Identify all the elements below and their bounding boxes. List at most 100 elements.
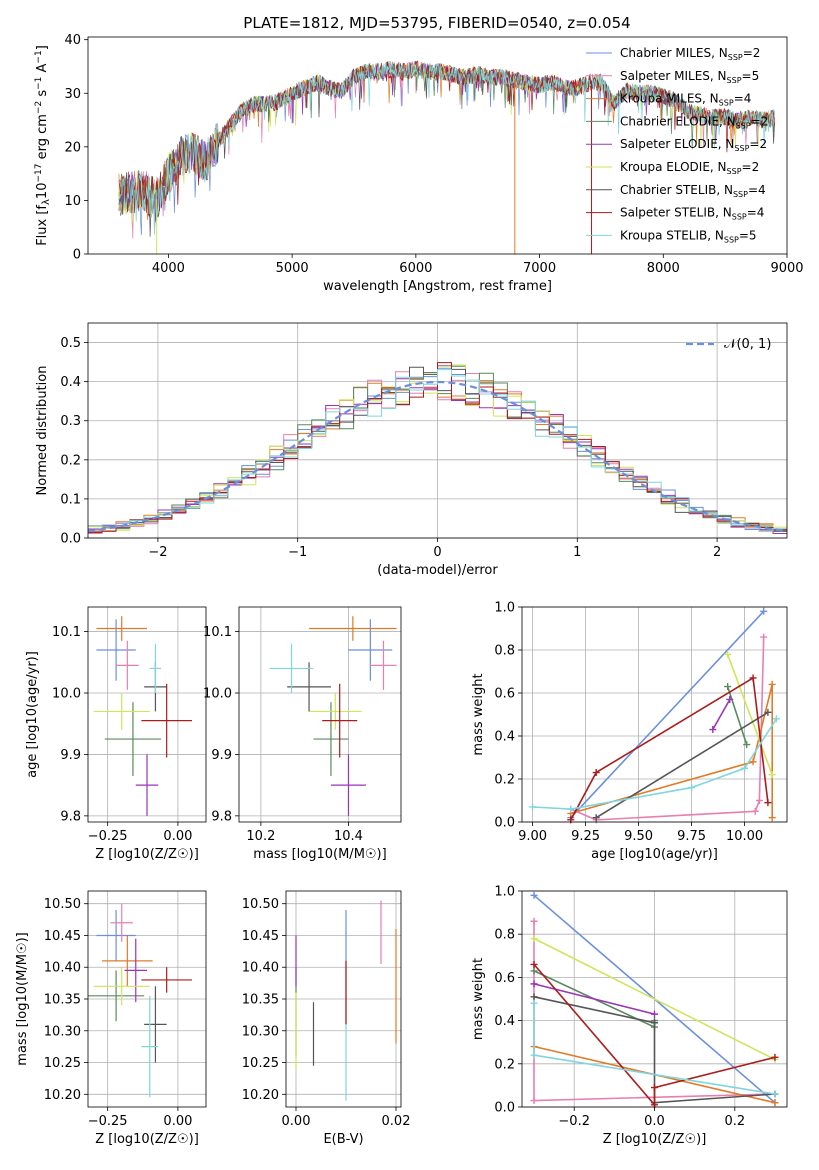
legend-nssp: =5 — [739, 228, 757, 242]
y-tick-label: 10.35 — [44, 993, 81, 1008]
y-tick-label: 0.4 — [494, 1014, 515, 1029]
weight-marker — [749, 674, 757, 682]
panel-6: 0.00 0.02 10.20 10.25 10.30 10.35 10.40 10.45 10… — [242, 890, 410, 1147]
axes-frame — [285, 890, 402, 1108]
y-tick-label: 10 — [64, 194, 81, 209]
y-tick-label: 0.4 — [60, 375, 81, 390]
y-tick-label: 1.0 — [494, 601, 515, 616]
panel-0: 4000 5000 6000 7000 8000 9000 0 10 20 30 40 wavelen… — [34, 14, 804, 294]
weight-marker — [530, 967, 538, 975]
weight-marker — [709, 726, 717, 734]
weight-line — [570, 610, 765, 819]
weight-line — [712, 699, 731, 730]
y-tick-label: 0.0 — [60, 532, 81, 547]
y-tick-label: 40 — [64, 33, 81, 48]
legend-entry: Kroupa STELIB, NSSP=5 — [620, 228, 757, 244]
legend-entry: Chabrier ELODIE, NSSP=2 — [620, 114, 768, 130]
weight-marker — [530, 891, 538, 899]
weight-marker — [749, 758, 757, 766]
legend-nssp: =4 — [748, 183, 766, 197]
y-tick-label: 9.8 — [60, 809, 81, 824]
y-tick-label: 10.35 — [242, 993, 279, 1008]
weight-marker — [751, 807, 759, 815]
weight-marker — [592, 814, 600, 822]
weight-marker — [530, 993, 538, 1001]
legend-label: Salpeter STELIB, N — [620, 206, 732, 220]
x-tick-label: −1 — [288, 545, 307, 560]
x-tick-label: 5000 — [276, 261, 309, 276]
panel-5: −0.25 0.00 10.20 10.25 10.30 10.35 10.40 10.45 1… — [15, 890, 207, 1147]
weight-marker — [768, 771, 776, 779]
chart-title: PLATE=1812, MJD=53795, FIBERID=0540, z=0… — [243, 14, 630, 32]
x-tick-label: 0 — [433, 545, 441, 560]
y-label-part: −17 — [34, 164, 44, 183]
y-tick-label: 10.50 — [242, 897, 279, 912]
y-axis-label: mass [log10(M/M☉)] — [15, 932, 30, 1065]
y-tick-label: 0.6 — [494, 687, 515, 702]
x-tick-label: 10.4 — [334, 829, 363, 844]
axes-frame — [521, 890, 788, 1108]
weight-line — [532, 718, 778, 810]
y-label-part: A — [35, 63, 50, 76]
panel-3: 10.2 10.4 9.8 9.9 10.0 10.1 mass [log10(M/M☉)] — [203, 606, 402, 862]
plot-area — [295, 900, 397, 1101]
plot-area — [93, 616, 192, 816]
x-tick-label: 0.2 — [724, 1114, 745, 1129]
x-axis-label: E(B-V) — [323, 1132, 363, 1147]
x-axis-label: Z [log10(Z/Z☉)] — [603, 1132, 707, 1147]
y-tick-label: 0.8 — [494, 644, 515, 659]
weight-line — [570, 684, 774, 818]
weight-marker — [530, 917, 538, 925]
y-tick-label: 0.0 — [494, 816, 515, 831]
weight-marker — [530, 960, 538, 968]
legend-entry: Kroupa MILES, NSSP=4 — [620, 92, 751, 108]
x-tick-label: 9.00 — [518, 829, 547, 844]
y-tick-label: 0 — [73, 248, 81, 263]
weight-marker — [771, 1099, 779, 1107]
spectrum-line — [118, 61, 775, 235]
x-tick-label: 2 — [713, 545, 721, 560]
legend-subscript: SSP — [736, 121, 751, 130]
y-tick-label: 10.40 — [44, 961, 81, 976]
weight-marker — [768, 680, 776, 688]
weight-marker — [764, 708, 772, 716]
legend-subscript: SSP — [727, 167, 742, 176]
legend-label: Kroupa MILES, N — [620, 92, 719, 106]
weight-line — [726, 686, 748, 745]
x-tick-label: 10.00 — [726, 829, 763, 844]
legend-entry: Chabrier STELIB, NSSP=4 — [620, 183, 766, 199]
x-tick-label: 0.0 — [644, 1114, 665, 1129]
x-axis-label: Z [log10(Z/Z☉)] — [95, 1132, 199, 1147]
spectrum-line — [118, 60, 775, 217]
legend-label: Salpeter MILES, N — [620, 69, 727, 83]
y-tick-label: 10.30 — [242, 1024, 279, 1039]
legend-label: Chabrier MILES, N — [620, 46, 728, 60]
y-tick-label: 0.2 — [494, 773, 515, 788]
legend-subscript: SSP — [734, 144, 749, 153]
y-axis-label: Flux [fλ10−17 erg cm−2 s−1 A−1] — [34, 45, 52, 246]
y-tick-label: 10.50 — [44, 897, 81, 912]
weight-marker — [530, 1051, 538, 1059]
axes-frame — [521, 606, 788, 823]
y-tick-label: 0.2 — [60, 453, 81, 468]
weight-marker — [760, 633, 768, 641]
legend-nssp: =4 — [747, 206, 765, 220]
weight-marker — [771, 1053, 779, 1061]
legend-nssp: =2 — [742, 160, 760, 174]
axes-frame — [87, 606, 207, 823]
legend-label: Kroupa ELODIE, N — [620, 160, 727, 174]
weight-marker — [724, 683, 732, 691]
legend-label: Chabrier ELODIE, N — [620, 114, 736, 128]
y-tick-label: 10.0 — [203, 687, 232, 702]
y-tick-label: 9.8 — [211, 809, 232, 824]
y-tick-label: 20 — [64, 140, 81, 155]
weight-marker — [529, 803, 537, 811]
weight-marker — [755, 797, 763, 804]
legend-subscript: SSP — [728, 53, 743, 62]
legend-label: Salpeter ELODIE, N — [620, 137, 734, 151]
plot-area — [88, 903, 192, 1098]
x-axis-label: (data-model)/error — [377, 563, 498, 578]
y-tick-label: 0.2 — [494, 1057, 515, 1072]
weight-line — [533, 937, 776, 1061]
panel-4: 9.00 9.25 9.50 9.75 10.00 0.0 0.2 0.4 0.6 0.8 1.0 a… — [471, 601, 788, 862]
